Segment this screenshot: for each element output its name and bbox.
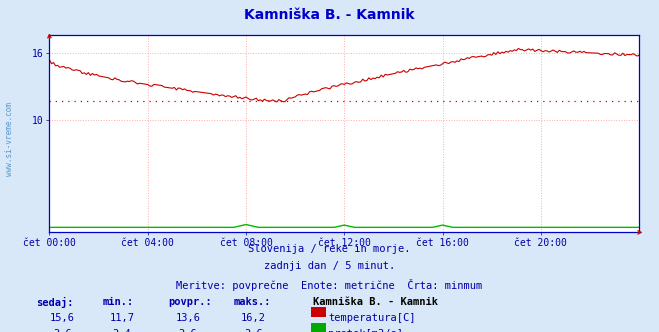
Text: zadnji dan / 5 minut.: zadnji dan / 5 minut. — [264, 261, 395, 271]
Text: 13,6: 13,6 — [175, 313, 200, 323]
Text: Kamniška B. - Kamnik: Kamniška B. - Kamnik — [244, 8, 415, 22]
Text: 3,6: 3,6 — [244, 329, 263, 332]
Text: Kamniška B. - Kamnik: Kamniška B. - Kamnik — [313, 297, 438, 307]
Text: 3,6: 3,6 — [179, 329, 197, 332]
Text: povpr.:: povpr.: — [168, 297, 212, 307]
Text: sedaj:: sedaj: — [36, 297, 74, 308]
Text: pretok[m3/s]: pretok[m3/s] — [328, 329, 403, 332]
Text: maks.:: maks.: — [234, 297, 272, 307]
Text: 11,7: 11,7 — [109, 313, 134, 323]
Text: min.:: min.: — [102, 297, 133, 307]
Text: 3,4: 3,4 — [113, 329, 131, 332]
Text: 3,6: 3,6 — [53, 329, 72, 332]
Text: Slovenija / reke in morje.: Slovenija / reke in morje. — [248, 244, 411, 254]
Text: temperatura[C]: temperatura[C] — [328, 313, 416, 323]
Text: www.si-vreme.com: www.si-vreme.com — [5, 103, 14, 176]
Text: Meritve: povprečne  Enote: metrične  Črta: minmum: Meritve: povprečne Enote: metrične Črta:… — [177, 279, 482, 290]
Text: 15,6: 15,6 — [50, 313, 75, 323]
Text: 16,2: 16,2 — [241, 313, 266, 323]
